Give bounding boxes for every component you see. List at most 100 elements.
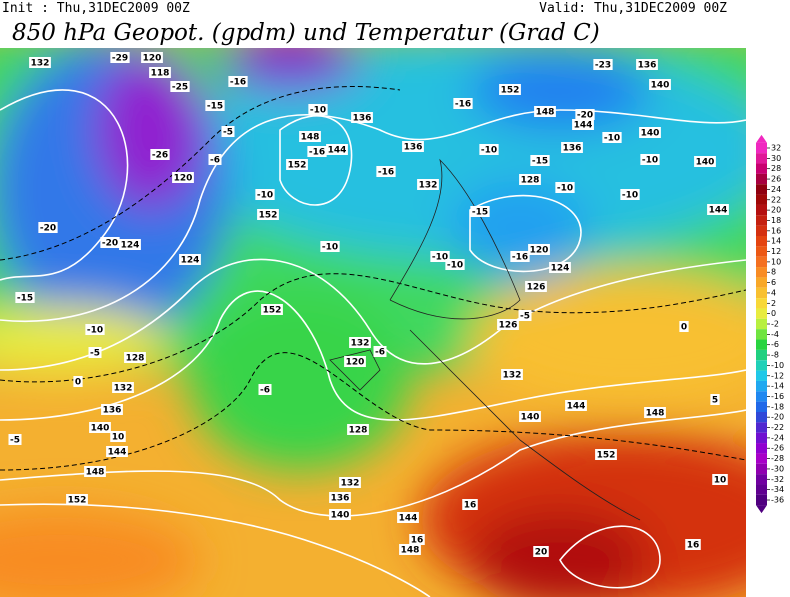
label-box — [38, 222, 58, 233]
colorbar-swatch — [756, 246, 767, 257]
colorbar-label: -22 — [771, 423, 784, 432]
label-box — [397, 512, 419, 523]
contour-label: 148 — [301, 133, 320, 143]
label-box — [257, 209, 279, 220]
colorbar-swatch — [756, 391, 767, 402]
contour-label: 152 — [263, 306, 282, 316]
label-box — [712, 474, 728, 485]
contour-label: 136 — [353, 114, 372, 124]
label-box — [84, 466, 106, 477]
colorbar-label: 28 — [771, 164, 781, 173]
contour-label: 120 — [174, 174, 193, 184]
contour-label: 0 — [681, 323, 687, 333]
colorbar-swatch — [756, 463, 767, 475]
colorbar-label: -10 — [771, 361, 784, 370]
contour-label: -10 — [432, 253, 448, 263]
label-box — [351, 112, 373, 123]
label-box — [89, 422, 111, 433]
contour-label: 118 — [151, 69, 170, 79]
contour-label: -6 — [375, 348, 385, 358]
colorbar-swatch — [756, 380, 767, 392]
label-box — [326, 144, 348, 155]
label-box — [510, 251, 530, 262]
label-box — [499, 84, 521, 95]
colorbar-label: -6 — [771, 340, 779, 349]
contour-label: 20 — [535, 548, 548, 558]
label-box — [29, 57, 51, 68]
label-box — [8, 434, 22, 445]
label-box — [644, 407, 666, 418]
contour-label: 136 — [331, 494, 350, 504]
contour-label: 132 — [419, 181, 438, 191]
label-box — [445, 259, 465, 270]
label-box — [561, 142, 583, 153]
contour-label: 16 — [687, 541, 700, 551]
contour-label: 128 — [521, 176, 540, 186]
label-box — [620, 189, 640, 200]
label-box — [100, 237, 120, 248]
colorbar-swatch — [756, 308, 767, 319]
contour-label: 120 — [143, 54, 162, 64]
colorbar-label: 22 — [771, 195, 781, 204]
colorbar-label: -4 — [771, 330, 779, 339]
colorbar-label: -12 — [771, 371, 784, 380]
colorbar-label: -8 — [771, 351, 779, 360]
label-box — [533, 546, 549, 557]
contour-label: -16 — [512, 253, 528, 263]
label-box — [595, 449, 617, 460]
label-box — [308, 104, 328, 115]
colorbar-swatch — [756, 256, 767, 268]
contour-label: 5 — [712, 396, 718, 406]
colorbar-label: 2 — [771, 299, 776, 308]
label-box — [208, 154, 222, 165]
contour-label: 10 — [112, 433, 125, 443]
colorbar-label: 14 — [771, 237, 781, 246]
colorbar-label: -24 — [771, 433, 784, 442]
contour-label: 140 — [641, 129, 660, 139]
label-box — [344, 356, 366, 367]
contour-label: 140 — [651, 81, 670, 91]
colorbar-swatch — [756, 443, 767, 454]
label-box — [519, 174, 541, 185]
contour-label: -10 — [87, 326, 103, 336]
contour-label: 16 — [411, 536, 424, 546]
colorbar-swatch — [756, 153, 767, 164]
contour-label: 10 — [714, 476, 727, 486]
contour-label: 140 — [696, 158, 715, 168]
label-box — [119, 239, 141, 250]
colorbar-label: -2 — [771, 320, 779, 329]
contour-label: -15 — [472, 208, 488, 218]
label-box — [205, 100, 225, 111]
label-box — [528, 244, 550, 255]
colorbar-swatch — [756, 494, 767, 506]
contour-label: 152 — [68, 496, 87, 506]
colorbar-swatch — [756, 215, 767, 226]
label-box — [462, 499, 478, 510]
label-box — [453, 98, 473, 109]
colorbar-swatch — [756, 432, 767, 444]
label-box — [549, 262, 571, 273]
label-box — [519, 411, 541, 422]
contour-label: -15 — [532, 157, 548, 167]
colorbar-swatch — [756, 287, 767, 299]
label-box — [710, 394, 720, 405]
label-box — [339, 477, 361, 488]
colorbar-swatch — [756, 204, 767, 216]
contour-label: -6 — [260, 386, 270, 396]
label-box — [261, 304, 283, 315]
contour-label: -5 — [520, 312, 530, 322]
colorbar-label: 4 — [771, 288, 776, 297]
colorbar-swatch — [756, 163, 767, 174]
contour-label: 126 — [527, 283, 546, 293]
contour-label: -23 — [595, 61, 611, 71]
contour-label: 124 — [121, 241, 140, 251]
contour-label: 120 — [346, 358, 365, 368]
colorbar-swatch — [756, 349, 767, 361]
colorbar-label: -18 — [771, 402, 784, 411]
map-title: 850 hPa Geopot. (gpdm) und Temperatur (G… — [12, 20, 600, 46]
contour-label: -16 — [455, 100, 471, 110]
label-box — [88, 347, 102, 358]
colorbar-label: -26 — [771, 444, 784, 453]
colorbar-swatch — [756, 318, 767, 330]
colorbar-label: 0 — [771, 309, 776, 318]
